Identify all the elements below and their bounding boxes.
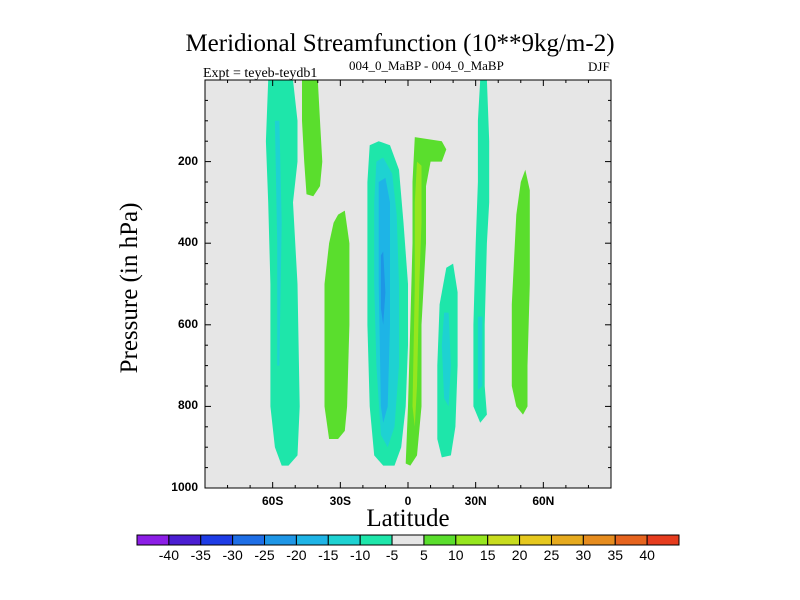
x-axis-label: Latitude: [366, 505, 450, 532]
y-tick-label: 200: [177, 153, 198, 168]
colorbar-swatch: [550, 534, 584, 546]
colorbar-tick-label: 40: [639, 547, 655, 563]
axis-ticks: [204, 79, 612, 489]
colorbar-tick-label: -20: [286, 547, 307, 563]
colorbar-swatch: [295, 534, 329, 546]
colorbar-tick-label: -10: [350, 547, 371, 563]
colorbar-tick-label: 15: [479, 547, 496, 563]
experiment-label: Expt = teyeb-teydb1: [203, 66, 318, 81]
colorbar: [136, 534, 680, 546]
contour-nh-cell-b-core: [477, 316, 483, 391]
contour-hadley-south-peak: [380, 251, 386, 325]
y-tick-label: 1000: [171, 480, 198, 494]
colorbar-swatch: [487, 534, 521, 546]
season-label: DJF: [588, 59, 610, 74]
contour-nh-cell-b: [473, 80, 490, 423]
x-tick-label: 30N: [464, 494, 487, 508]
colorbar-swatch: [391, 534, 425, 546]
colorbar-tick-label: 35: [607, 547, 624, 563]
colorbar-tick-label: 30: [575, 547, 592, 563]
contour-hadley-north-core: [412, 161, 422, 427]
colorbar-swatch: [519, 534, 552, 546]
colorbar-swatch: [200, 534, 234, 546]
contour-sh-ferrel-cell: [324, 210, 350, 439]
colorbar-tick-label: -15: [318, 547, 339, 563]
colorbar-swatch: [232, 534, 266, 546]
colorbar-swatch: [646, 534, 680, 546]
colorbar-tick-label: 5: [420, 547, 428, 563]
colorbar-tick-label: -25: [254, 547, 275, 563]
colorbar-tick-label: -30: [222, 547, 243, 563]
x-tick-label: 0: [404, 494, 412, 508]
colorbar-tick-label: -40: [158, 547, 179, 563]
colorbar-tick-label: 20: [511, 547, 528, 563]
colorbar-swatch: [614, 534, 648, 546]
colorbar-swatch: [455, 534, 489, 546]
contour-sh-polar-core: [274, 120, 282, 366]
contour-nh-midlatitude-positive: [511, 169, 530, 415]
colorbar-swatch: [582, 534, 616, 546]
colorbar-tick-label: -5: [385, 547, 399, 563]
chart-title: Meridional Streamfunction (10**9kg/m-2): [185, 30, 615, 57]
x-tick-label: 30S: [329, 494, 352, 508]
y-axis-label: Pressure (in hPa): [116, 202, 143, 374]
colorbar-swatch: [264, 534, 297, 546]
contour-sh-polar-cell: [265, 80, 300, 466]
colorbar-tick-label: -35: [190, 547, 211, 563]
colorbar-swatch: [359, 534, 393, 546]
x-tick-label: 60N: [532, 494, 555, 508]
colorbar-tick-label: 10: [448, 547, 464, 563]
contour-regions: [265, 80, 530, 466]
colorbar-swatch: [136, 534, 170, 546]
colorbar-tick-label: 25: [543, 547, 560, 563]
comparison-label: 004_0_MaBP - 004_0_MaBP: [349, 58, 504, 73]
y-tick-label: 400: [177, 235, 198, 250]
contour-nh-cell-a-core: [441, 312, 451, 407]
colorbar-swatch: [168, 534, 202, 546]
x-tick-label: 60S: [261, 494, 284, 508]
contour-sh-upper-positive: [302, 80, 323, 197]
colorbar-swatch: [327, 534, 361, 546]
y-tick-label: 800: [177, 398, 198, 413]
y-tick-label: 600: [177, 316, 198, 331]
colorbar-swatch: [423, 534, 457, 546]
